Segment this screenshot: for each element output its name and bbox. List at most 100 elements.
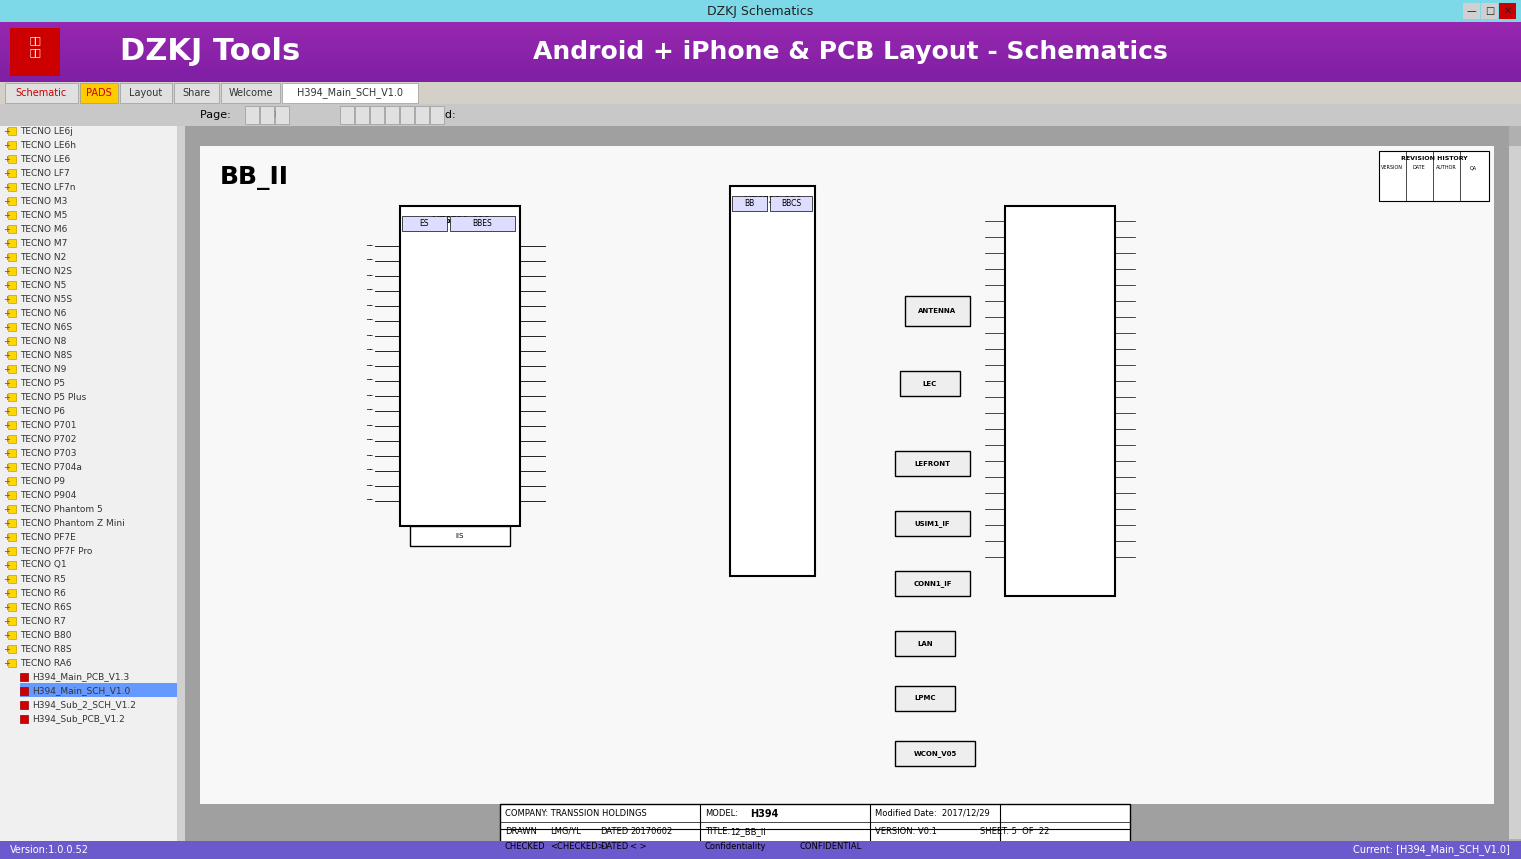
Text: ES: ES xyxy=(420,218,429,228)
Bar xyxy=(0,72,1521,73)
Bar xyxy=(341,106,354,124)
Bar xyxy=(0,47,1521,48)
Text: Current: [H394_Main_SCH_V1.0]: Current: [H394_Main_SCH_V1.0] xyxy=(1354,844,1510,856)
Text: +: + xyxy=(3,141,9,149)
Bar xyxy=(275,106,289,124)
Bar xyxy=(8,365,17,373)
Bar xyxy=(0,28,1521,29)
Text: +: + xyxy=(3,477,9,485)
Bar xyxy=(0,841,1521,859)
Bar xyxy=(0,31,1521,32)
Text: 12_BB_II: 12_BB_II xyxy=(730,827,765,836)
Text: 20170602: 20170602 xyxy=(630,827,672,836)
Bar xyxy=(0,0,1521,22)
Text: ──: ── xyxy=(367,454,373,459)
Bar xyxy=(1005,206,1115,596)
Text: ──: ── xyxy=(367,468,373,473)
Bar xyxy=(0,66,1521,67)
Text: TECNO R6S: TECNO R6S xyxy=(20,602,71,612)
Text: +: + xyxy=(3,519,9,527)
Text: +: + xyxy=(3,337,9,345)
Text: MT6739-686: MT6739-686 xyxy=(744,196,802,205)
Bar xyxy=(0,39,1521,40)
Bar xyxy=(894,631,955,656)
Bar xyxy=(8,435,17,443)
Bar xyxy=(400,106,414,124)
Bar xyxy=(0,34,1521,35)
Text: +: + xyxy=(3,295,9,303)
Text: —: — xyxy=(1466,6,1477,16)
Bar xyxy=(8,295,17,303)
Bar xyxy=(8,421,17,429)
Text: +: + xyxy=(3,266,9,276)
Bar xyxy=(0,35,1521,36)
Bar xyxy=(281,83,418,103)
Text: VERSION: VERSION xyxy=(1381,165,1402,170)
Bar xyxy=(8,519,17,527)
Text: TITLE:: TITLE: xyxy=(706,827,730,836)
Bar xyxy=(8,169,17,177)
Text: Share: Share xyxy=(183,88,210,98)
Text: H394_Main_SCH_V1.0: H394_Main_SCH_V1.0 xyxy=(32,686,131,696)
Bar xyxy=(0,27,1521,28)
Text: TECNO P702: TECNO P702 xyxy=(20,435,76,443)
Text: TECNO N2S: TECNO N2S xyxy=(20,266,71,276)
Bar xyxy=(8,407,17,415)
Text: +: + xyxy=(3,659,9,667)
Text: +: + xyxy=(3,546,9,556)
Text: +: + xyxy=(3,448,9,458)
Bar xyxy=(894,511,970,536)
Text: TECNO N5: TECNO N5 xyxy=(20,281,67,289)
Text: TECNO Phantom Z Mini: TECNO Phantom Z Mini xyxy=(20,519,125,527)
Bar xyxy=(8,281,17,289)
Text: TECNO LE6: TECNO LE6 xyxy=(20,155,70,163)
Bar xyxy=(0,75,1521,76)
Bar xyxy=(0,40,1521,41)
Bar xyxy=(402,216,447,231)
Bar xyxy=(0,44,1521,45)
Bar xyxy=(0,65,1521,66)
Bar xyxy=(8,561,17,569)
Bar xyxy=(5,83,78,103)
Bar xyxy=(770,196,812,211)
Text: PADS: PADS xyxy=(87,88,113,98)
Text: +: + xyxy=(3,490,9,499)
Bar xyxy=(354,106,370,124)
Text: QA: QA xyxy=(1469,165,1477,170)
Text: MT6739-686: MT6739-686 xyxy=(430,216,490,225)
Bar xyxy=(0,45,1521,46)
Bar xyxy=(199,146,1494,804)
Text: TECNO B80: TECNO B80 xyxy=(20,631,71,639)
Bar xyxy=(0,78,1521,79)
Bar xyxy=(8,337,17,345)
Bar xyxy=(8,533,17,541)
Bar xyxy=(0,70,1521,71)
Text: <CHECKED>: <CHECKED> xyxy=(551,842,605,851)
Text: Welcome: Welcome xyxy=(228,88,272,98)
Bar xyxy=(0,82,1521,104)
Bar xyxy=(0,22,1521,82)
Bar xyxy=(1509,839,1521,859)
Text: ──: ── xyxy=(367,259,373,264)
Bar xyxy=(370,106,383,124)
Text: Modified Date:  2017/12/29: Modified Date: 2017/12/29 xyxy=(875,809,990,818)
Bar xyxy=(385,106,399,124)
Text: H394: H394 xyxy=(750,809,779,819)
Bar xyxy=(8,645,17,653)
Bar xyxy=(894,451,970,476)
Bar xyxy=(0,48,1521,49)
Text: TECNO PF7F Pro: TECNO PF7F Pro xyxy=(20,546,93,556)
Bar xyxy=(905,296,970,326)
Text: TECNO N9: TECNO N9 xyxy=(20,364,67,374)
Bar xyxy=(730,186,815,576)
Bar xyxy=(8,351,17,359)
Bar xyxy=(0,49,1521,50)
Bar xyxy=(0,41,1521,42)
Bar xyxy=(8,491,17,499)
Text: ──: ── xyxy=(367,303,373,308)
Text: TECNO P6: TECNO P6 xyxy=(20,406,65,416)
Bar xyxy=(1509,126,1521,859)
Bar xyxy=(0,32,1521,33)
Bar xyxy=(0,58,1521,59)
Bar xyxy=(0,56,1521,57)
